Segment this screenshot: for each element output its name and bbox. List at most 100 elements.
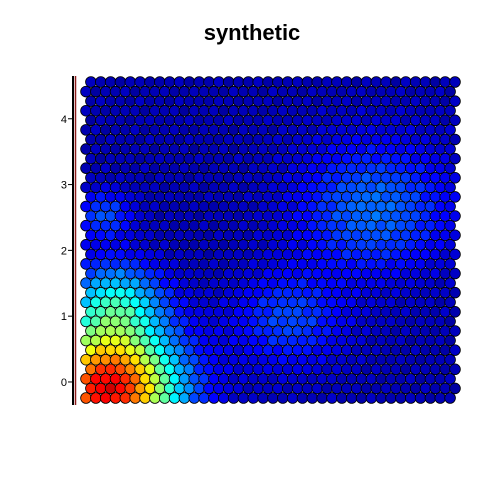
hex-cell (316, 315, 328, 328)
hex-cell (99, 181, 112, 194)
hex-cell (227, 258, 240, 270)
hex-cell (395, 315, 407, 328)
hex-cell (95, 210, 107, 222)
hex-cell (252, 344, 264, 356)
hex-cell (439, 382, 451, 395)
hex-cell (154, 114, 166, 127)
hex-cell (321, 382, 333, 395)
hex-cell (198, 85, 210, 98)
hex-cell (247, 315, 260, 328)
hex-cell (336, 143, 348, 155)
hex-cell (296, 239, 309, 251)
hex-cell (85, 114, 97, 127)
hex-cell (203, 286, 215, 299)
hex-cell (257, 334, 269, 347)
hex-cell (149, 239, 161, 251)
hex-cell (213, 363, 225, 376)
hex-cell (188, 85, 201, 98)
hex-cell (277, 315, 289, 328)
hex-cell (424, 181, 437, 194)
hex-cell (375, 353, 387, 366)
hex-cell (203, 171, 215, 184)
hex-cell (385, 104, 397, 117)
hex-cell (262, 325, 274, 337)
hex-cell (203, 229, 215, 241)
hex-cell (341, 171, 353, 184)
hex-cell (400, 286, 412, 299)
hex-cell (80, 104, 92, 117)
hex-cell (400, 210, 412, 222)
hex-cell (104, 152, 117, 165)
hex-cell (252, 286, 264, 299)
hex-cell (375, 85, 387, 98)
hex-cell (237, 277, 250, 289)
hex-cell (99, 315, 112, 328)
y-tick-label: 1 (61, 311, 67, 323)
hex-cell (252, 229, 264, 241)
hex-cell (198, 373, 210, 385)
hex-cell (154, 191, 166, 203)
hex-cell (360, 344, 373, 356)
hex-cell (178, 258, 191, 270)
hex-cell (149, 392, 161, 404)
hex-cell (409, 363, 422, 376)
hex-cell (85, 363, 97, 376)
hex-cell (262, 229, 274, 241)
hex-cell (360, 267, 373, 280)
hex-cell (267, 277, 279, 289)
hex-cell (390, 210, 402, 222)
hex-cell (336, 258, 348, 270)
hex-cell (188, 334, 201, 347)
hex-cell (173, 325, 186, 337)
hex-cell (355, 124, 368, 136)
hex-cell (301, 152, 314, 165)
hex-cell (222, 286, 235, 299)
hex-cell (424, 373, 437, 385)
hex-cell (434, 373, 447, 385)
hex-cell (257, 219, 269, 232)
hex-cell (345, 143, 358, 155)
hex-cell (444, 143, 456, 155)
hex-cell (336, 392, 348, 404)
hex-cell (124, 95, 137, 107)
hex-cell (345, 392, 358, 404)
hex-cell (149, 296, 161, 309)
hex-cell (286, 258, 299, 270)
hex-cell (257, 200, 269, 213)
hex-cell (365, 353, 378, 366)
hex-cell (429, 76, 442, 88)
hex-cell (375, 162, 387, 174)
hex-cell (296, 258, 309, 270)
hex-cell (213, 382, 225, 395)
hex-cell (119, 143, 132, 155)
hex-cell (321, 248, 333, 261)
hex-cell (390, 229, 402, 241)
hex-cell (380, 382, 392, 395)
hex-cell (365, 181, 378, 194)
hex-cell (296, 334, 309, 347)
hex-cell (173, 210, 186, 222)
hex-cell (306, 104, 319, 117)
hex-cell (449, 363, 461, 376)
hex-cell (375, 334, 387, 347)
hex-cell (291, 325, 304, 337)
hex-cell (227, 219, 240, 232)
hex-cell (178, 124, 191, 136)
hex-cell (158, 392, 171, 404)
hex-cell (301, 76, 314, 88)
hex-cell (198, 200, 210, 213)
hex-cell (168, 181, 181, 194)
hex-cell (144, 152, 156, 165)
hex-cell (80, 353, 92, 366)
hex-cell (119, 104, 132, 117)
hex-cell (419, 248, 432, 261)
hex-cell (158, 277, 171, 289)
hex-cell (429, 114, 442, 127)
hex-cell (104, 229, 117, 241)
hex-cell (429, 191, 442, 203)
hex-cell (345, 239, 358, 251)
hex-cell (198, 277, 210, 289)
hex-cell (99, 219, 112, 232)
hex-cell (277, 181, 289, 194)
hex-cell (222, 306, 235, 318)
